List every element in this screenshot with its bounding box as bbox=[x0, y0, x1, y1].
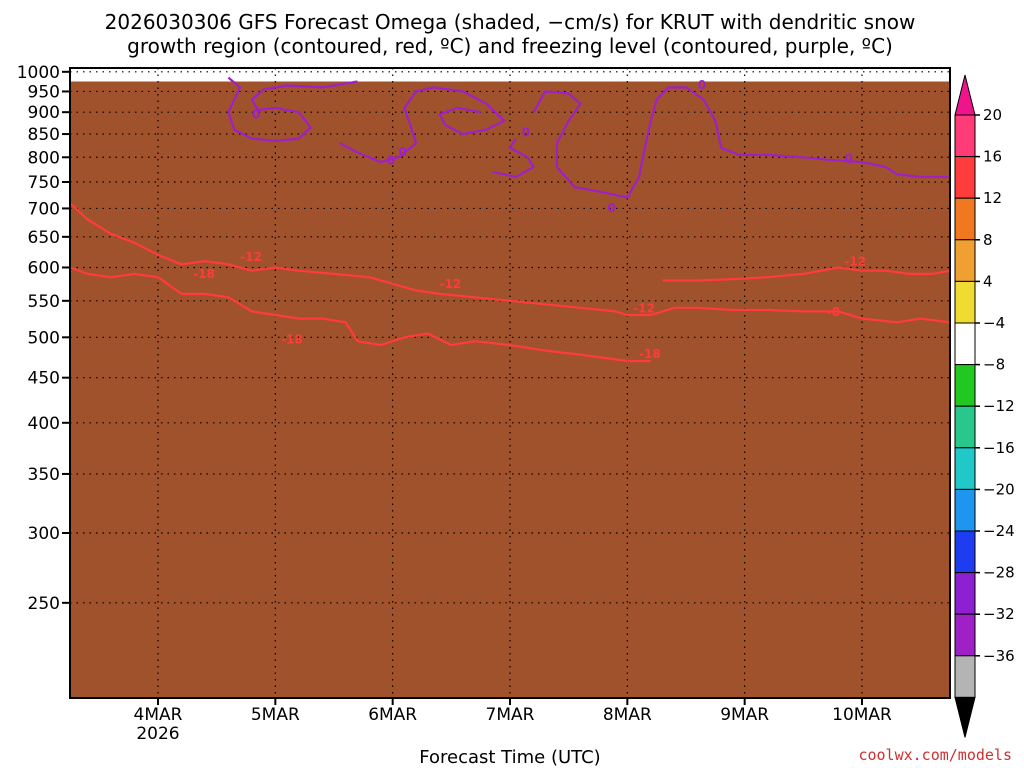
colorbar-swatch-2 bbox=[954, 197, 976, 241]
xtick-label-5: 9MAR bbox=[720, 705, 769, 725]
colorbar-swatch-1 bbox=[954, 156, 976, 199]
contour-label-3: -12 bbox=[440, 277, 462, 291]
ytick-label-250: 250 bbox=[28, 594, 60, 614]
ytick-label-950: 950 bbox=[28, 82, 60, 102]
credit-text[interactable]: coolwx.com/models bbox=[858, 746, 1012, 764]
terrain-fill bbox=[70, 81, 950, 698]
contour-line-2 bbox=[70, 202, 950, 324]
contour-label-5: -12 bbox=[844, 254, 866, 268]
ytick-label-1000: 1000 bbox=[17, 63, 60, 83]
colorbar-label-6: −8 bbox=[983, 356, 1005, 374]
colorbar-label-2: 12 bbox=[983, 189, 1002, 207]
colorbar-label-7: −12 bbox=[983, 397, 1015, 415]
colorbar-label-12: −32 bbox=[983, 605, 1015, 623]
contour-line-10 bbox=[492, 138, 535, 178]
ytick-label-700: 700 bbox=[28, 199, 60, 219]
contour-label-8: 0 bbox=[252, 107, 260, 121]
colorbar-swatch-4 bbox=[954, 280, 976, 324]
contour-label-11: 0 bbox=[607, 201, 615, 215]
colorbar-swatch-7 bbox=[954, 405, 976, 449]
gridlines bbox=[70, 68, 950, 698]
contour-label-9: 0 bbox=[387, 154, 395, 168]
colorbar-label-3: 8 bbox=[983, 231, 993, 249]
chart-title-line1: 2026030306 GFS Forecast Omega (shaded, −… bbox=[105, 10, 916, 34]
contour-label-6: -8 bbox=[827, 305, 840, 319]
xtick-label-2: 6MAR bbox=[368, 705, 417, 725]
colorbar-swatch-9 bbox=[954, 488, 976, 532]
chart-title-line2: growth region (contoured, red, ºC) and f… bbox=[127, 34, 893, 58]
colorbar-label-8: −16 bbox=[983, 439, 1015, 457]
colorbar-swatch-8 bbox=[954, 447, 976, 490]
ytick-label-500: 500 bbox=[28, 328, 60, 348]
colorbar-swatch-3 bbox=[954, 239, 976, 282]
contour-label-7: -18 bbox=[639, 347, 661, 361]
ytick-label-900: 900 bbox=[28, 103, 60, 123]
colorbar-bottom-triangle bbox=[954, 696, 976, 738]
colorbar-swatch-10 bbox=[954, 530, 976, 574]
contour-label-2: -12 bbox=[240, 250, 262, 264]
xtick-label-0: 4MAR bbox=[134, 705, 183, 725]
contour-line-11 bbox=[532, 86, 950, 199]
ytick-label-600: 600 bbox=[28, 258, 60, 278]
contour-label-12: 0 bbox=[698, 78, 706, 92]
colorbar-label-4: 4 bbox=[983, 272, 993, 290]
colorbar-label-13: −36 bbox=[983, 647, 1015, 665]
contour-label-13: 0 bbox=[844, 152, 852, 166]
contour-label-0: -18 bbox=[193, 267, 215, 281]
colorbar-swatch-0 bbox=[954, 114, 976, 158]
contour-line-8 bbox=[227, 76, 358, 142]
colorbar: 20 16 12 8 4 −4 −8 −12 −16 −20 −24 −28 −32 −36 bbox=[954, 74, 1015, 738]
ytick-label-800: 800 bbox=[28, 148, 60, 168]
colorbar-top-triangle bbox=[954, 74, 976, 116]
colorbar-swatch-12 bbox=[954, 613, 976, 657]
contour-label-1: -18 bbox=[281, 333, 303, 347]
contour-label-10: 0 bbox=[522, 125, 530, 139]
contour-line-5 bbox=[662, 266, 950, 282]
contour-label-4: -12 bbox=[633, 301, 655, 315]
xtick-label-1: 5MAR bbox=[251, 705, 300, 725]
colorbar-label-10: −24 bbox=[983, 522, 1015, 540]
contour-label-14: 0 bbox=[399, 145, 407, 159]
colorbar-swatch-13 bbox=[954, 655, 976, 698]
ytick-label-450: 450 bbox=[28, 369, 60, 389]
ytick-label-850: 850 bbox=[28, 125, 60, 145]
colorbar-label-11: −28 bbox=[983, 564, 1015, 582]
terrain-rect bbox=[70, 81, 950, 698]
xtick-sublabel-0: 2026 bbox=[136, 724, 179, 744]
colorbar-label-5: −4 bbox=[983, 314, 1005, 332]
x-axis-label: Forecast Time (UTC) bbox=[419, 747, 600, 768]
colorbar-swatch-11 bbox=[954, 572, 976, 615]
contour-line-0 bbox=[70, 266, 628, 363]
ytick-label-300: 300 bbox=[28, 524, 60, 544]
xtick-label-6: 10MAR bbox=[832, 705, 892, 725]
colorbar-swatch-6 bbox=[954, 364, 976, 407]
ytick-label-350: 350 bbox=[28, 465, 60, 485]
y-axis: 2503003504004505005506006507007508008509… bbox=[17, 63, 70, 614]
ytick-label-750: 750 bbox=[28, 173, 60, 193]
colorbar-label-0: 20 bbox=[983, 106, 1002, 124]
contour-line-9 bbox=[339, 86, 506, 164]
xtick-label-3: 7MAR bbox=[486, 705, 535, 725]
colorbar-swatch-5 bbox=[954, 322, 976, 366]
colorbar-label-1: 16 bbox=[983, 148, 1002, 166]
ytick-label-400: 400 bbox=[28, 414, 60, 434]
xtick-label-4: 8MAR bbox=[603, 705, 652, 725]
ytick-label-550: 550 bbox=[28, 292, 60, 312]
colorbar-label-9: −20 bbox=[983, 480, 1015, 498]
ytick-label-650: 650 bbox=[28, 228, 60, 248]
